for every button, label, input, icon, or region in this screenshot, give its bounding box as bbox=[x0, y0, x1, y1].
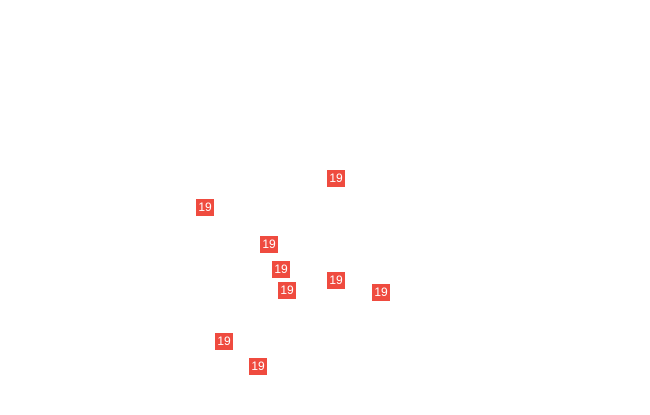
count-badge[interactable]: 19 bbox=[327, 170, 345, 187]
count-badge[interactable]: 19 bbox=[278, 282, 296, 299]
count-badge[interactable]: 19 bbox=[327, 272, 345, 289]
count-badge[interactable]: 19 bbox=[196, 199, 214, 216]
count-badge[interactable]: 19 bbox=[272, 261, 290, 278]
count-badge[interactable]: 19 bbox=[249, 358, 267, 375]
count-badge[interactable]: 19 bbox=[260, 236, 278, 253]
count-badge[interactable]: 19 bbox=[215, 333, 233, 350]
count-badge[interactable]: 19 bbox=[372, 284, 390, 301]
